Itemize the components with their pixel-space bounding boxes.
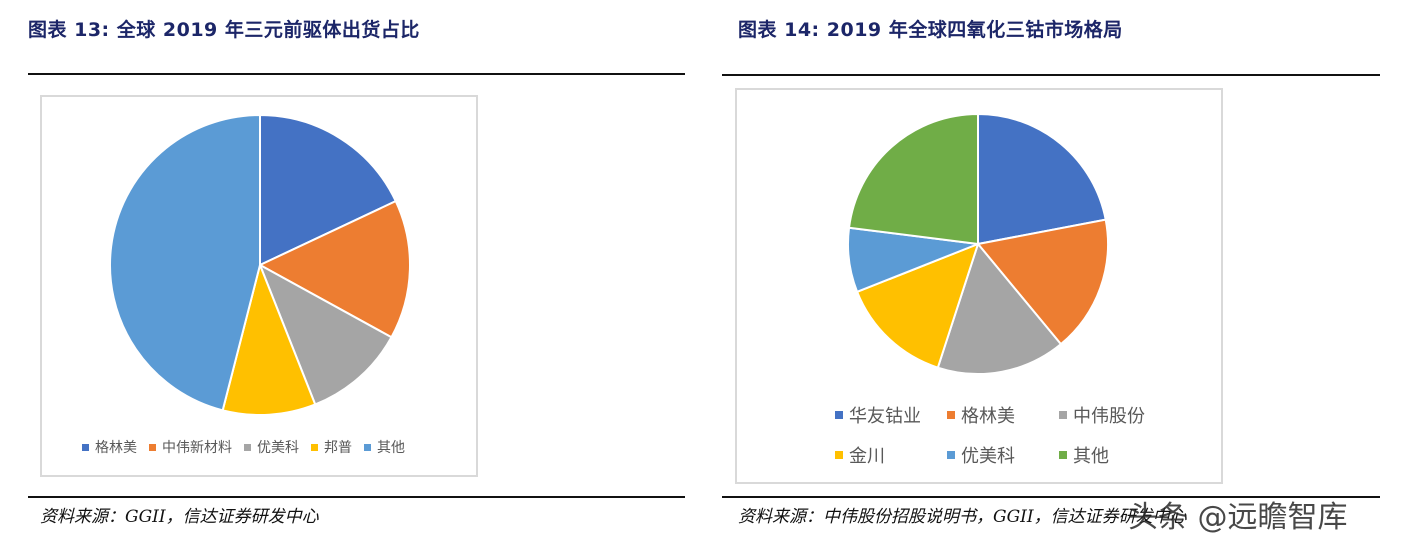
legend-swatch xyxy=(364,443,371,451)
pie-slice-2 xyxy=(976,218,1109,346)
pie-slice-4 xyxy=(221,261,317,417)
legend-label: 邦普 xyxy=(324,440,352,456)
pie-slice-3 xyxy=(936,241,1063,375)
legend-label: 格林美 xyxy=(961,406,1015,427)
figure-13: 图表 13: 全球 2019 年三元前驱体出货占比 格林美 中伟新材料 优美科 邦普 其… xyxy=(0,0,700,551)
legend-item-1: 格林美 xyxy=(82,437,137,457)
figure-14-legend: 华友钴业 格林美 中伟股份金川 优美科 其他 xyxy=(835,402,1175,468)
legend-item-4: 邦普 xyxy=(311,437,352,457)
legend-swatch xyxy=(1059,451,1067,459)
legend-item-2: 格林美 xyxy=(947,402,1059,428)
legend-item-5: 优美科 xyxy=(947,442,1059,468)
legend-item-5: 其他 xyxy=(364,437,405,457)
legend-item-6: 其他 xyxy=(1059,442,1171,468)
legend-swatch xyxy=(1059,411,1067,419)
legend-item-1: 华友钴业 xyxy=(835,402,947,428)
figure-13-bottom-rule xyxy=(28,496,685,498)
legend-item-3: 优美科 xyxy=(244,437,299,457)
figure-14-top-rule xyxy=(722,74,1380,76)
legend-label: 中伟新材料 xyxy=(162,440,232,456)
pie-slice-5 xyxy=(109,113,261,412)
figure-14-title: 图表 14: 2019 年全球四氧化三钴市场格局 xyxy=(738,19,1123,41)
legend-swatch xyxy=(835,451,843,459)
legend-label: 优美科 xyxy=(257,440,299,456)
figure-14-source: 资料来源：中伟股份招股说明书，GGII，信达证券研发中心 xyxy=(738,507,1187,527)
legend-label: 其他 xyxy=(1073,446,1109,467)
pie-slice-4 xyxy=(855,242,980,369)
watermark-text: 头条 @远瞻智库 xyxy=(1128,500,1348,535)
legend-swatch xyxy=(947,411,955,419)
figure-14-chart: 华友钴业 格林美 中伟股份金川 优美科 其他 xyxy=(735,88,1223,484)
legend-swatch xyxy=(835,411,843,419)
figure-13-pie-svg xyxy=(109,113,411,417)
figure-14: 图表 14: 2019 年全球四氧化三钴市场格局 华友钴业 格林美 中伟股份金川 优美… xyxy=(700,0,1403,551)
figure-14-pie-svg xyxy=(847,112,1109,375)
legend-item-2: 中伟新材料 xyxy=(149,437,232,457)
pie-slice-1 xyxy=(259,113,398,267)
pie-slice-2 xyxy=(257,199,411,339)
figure-13-source: 资料来源：GGII，信达证券研发中心 xyxy=(40,507,319,527)
figure-13-title: 图表 13: 全球 2019 年三元前驱体出货占比 xyxy=(28,19,420,41)
legend-swatch xyxy=(311,443,318,451)
figure-13-chart: 格林美 中伟新材料 优美科 邦普 其他 xyxy=(40,95,478,477)
legend-swatch xyxy=(149,443,156,451)
legend-label: 格林美 xyxy=(95,440,137,456)
figure-14-bottom-rule xyxy=(722,496,1380,498)
legend-swatch xyxy=(244,443,251,451)
legend-item-4: 金川 xyxy=(835,442,947,468)
pie-slice-6 xyxy=(847,112,979,246)
legend-label: 优美科 xyxy=(961,446,1015,467)
pie-slice-3 xyxy=(258,262,393,406)
legend-swatch xyxy=(947,451,955,459)
legend-label: 金川 xyxy=(849,446,885,467)
figure-13-legend: 格林美 中伟新材料 优美科 邦普 其他 xyxy=(82,437,462,457)
legend-label: 华友钴业 xyxy=(849,406,921,427)
legend-item-3: 中伟股份 xyxy=(1059,402,1171,428)
legend-label: 中伟股份 xyxy=(1073,406,1145,427)
figure-13-top-rule xyxy=(28,73,685,75)
legend-label: 其他 xyxy=(377,440,405,456)
pie-slice-1 xyxy=(977,112,1107,246)
legend-swatch xyxy=(82,443,89,451)
